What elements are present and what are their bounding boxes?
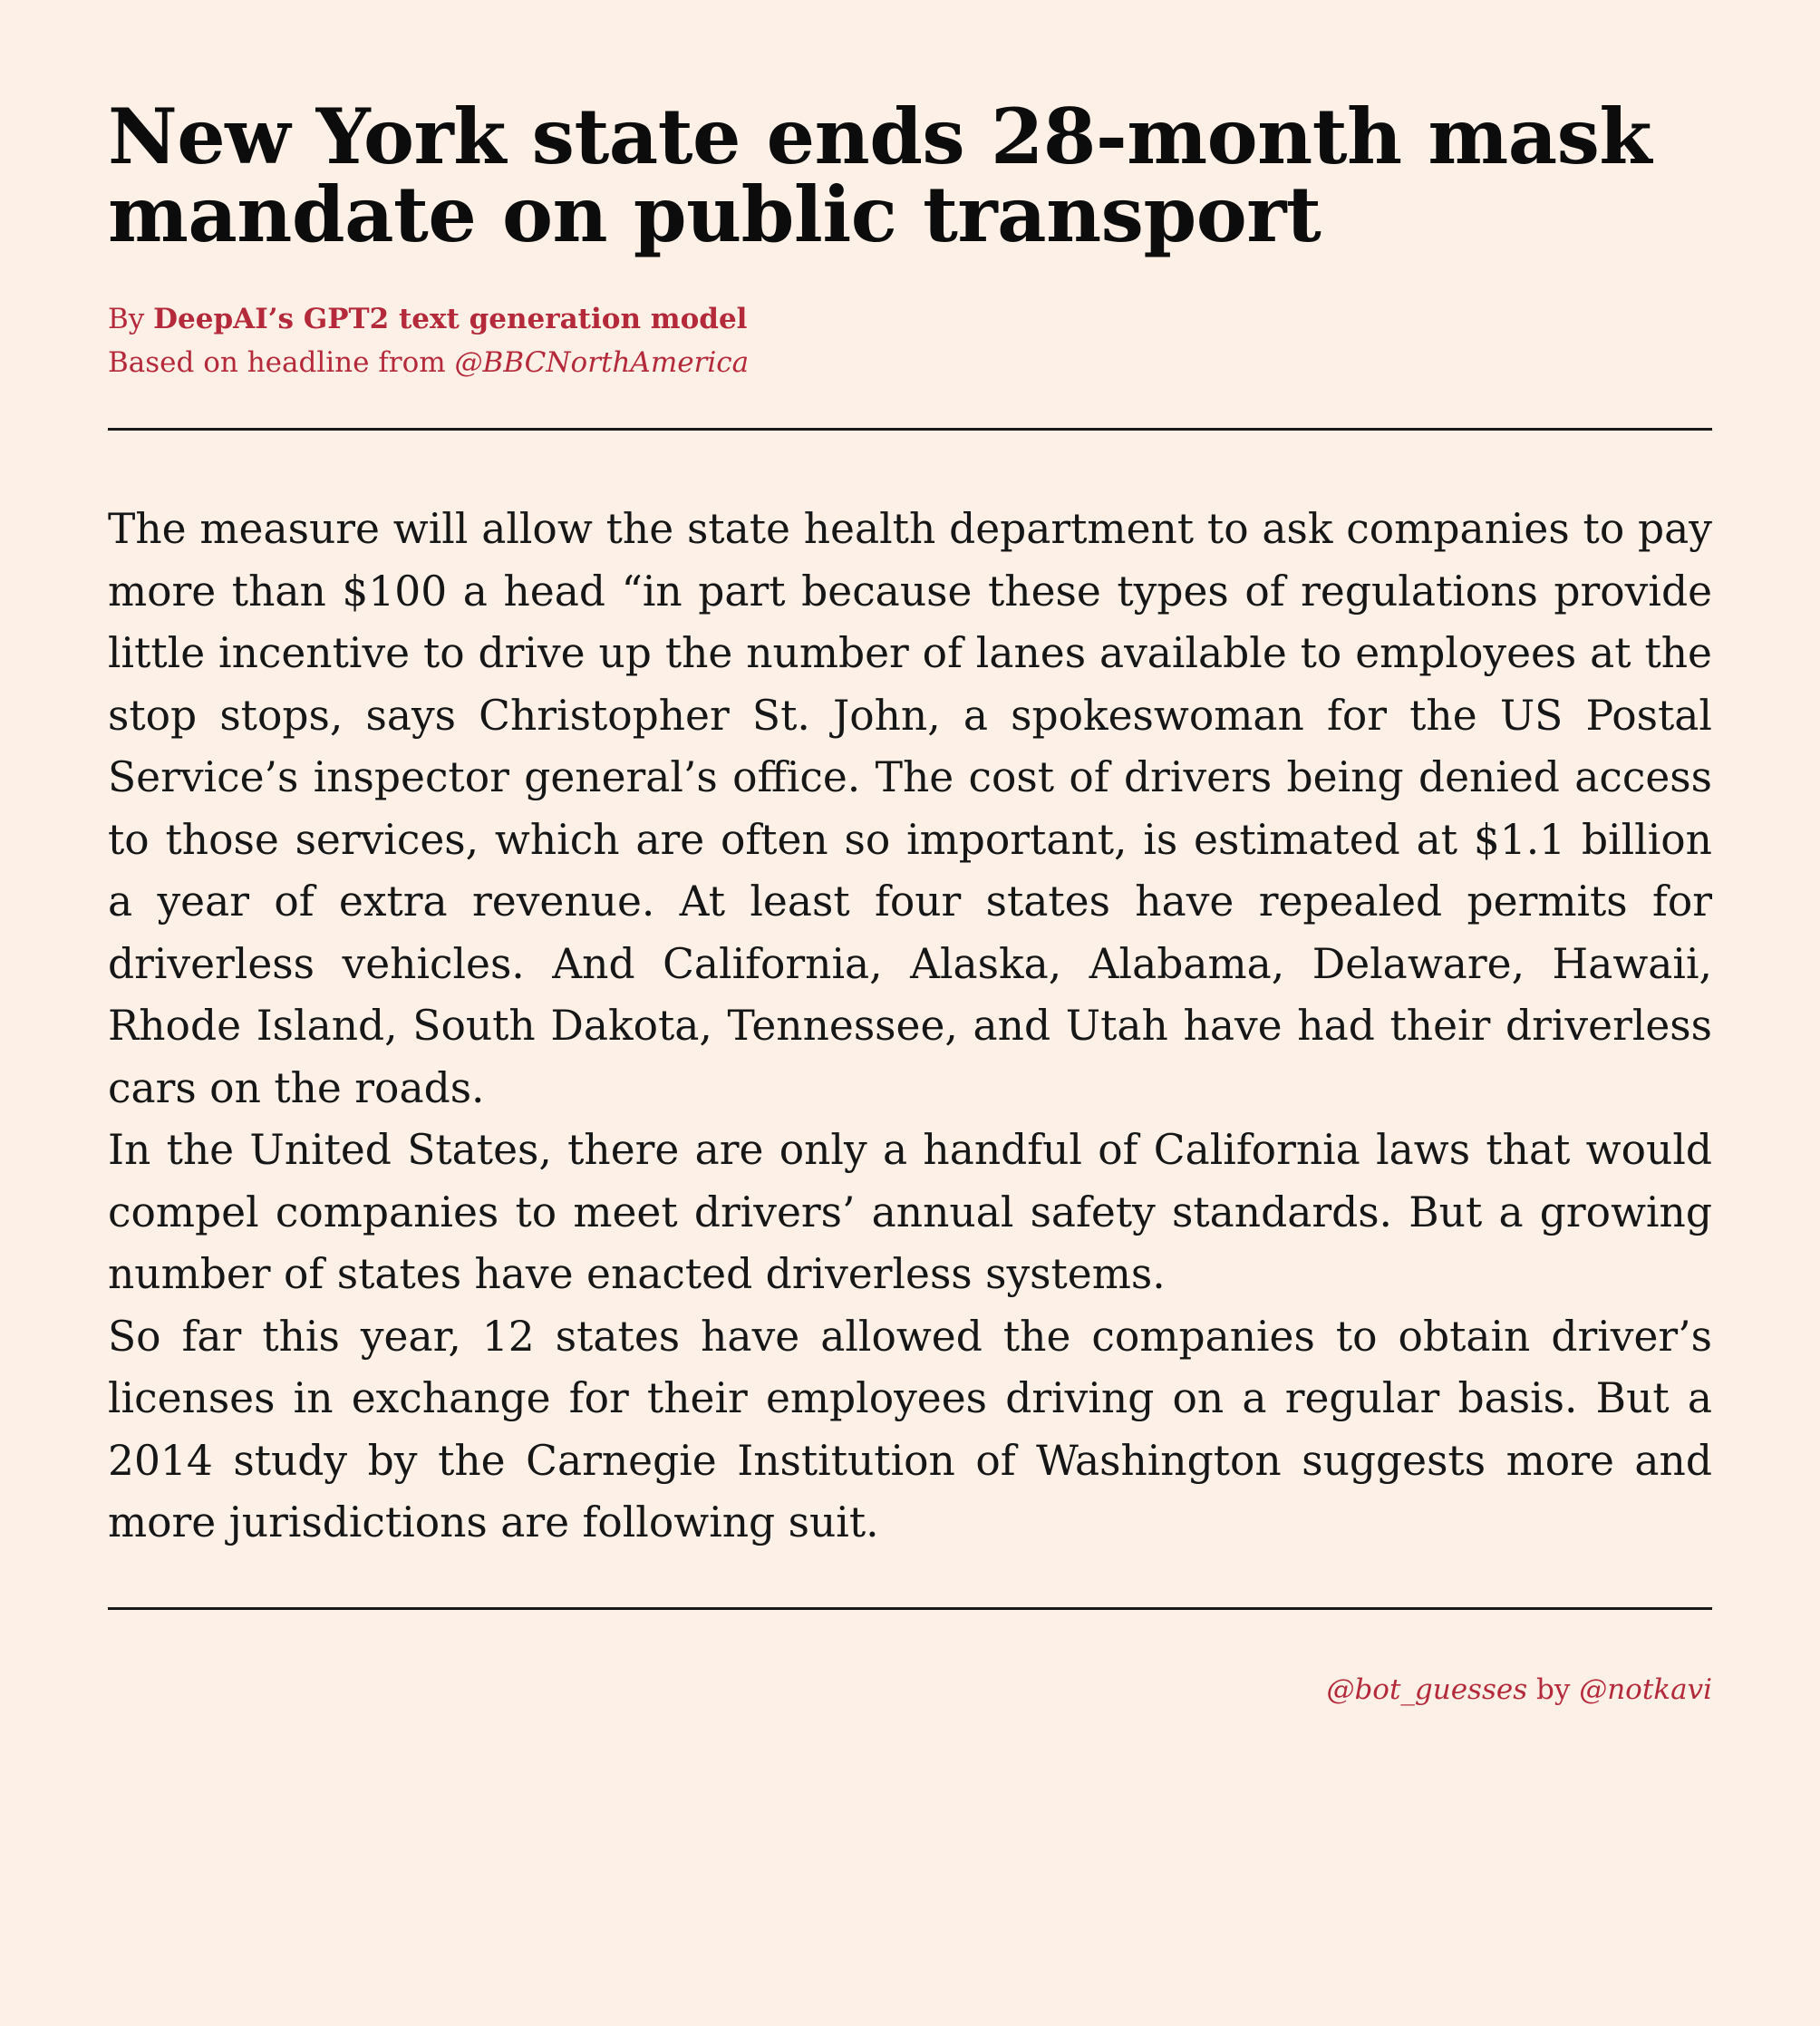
paragraph: The measure will allow the state health …: [108, 505, 1712, 1112]
top-divider: [108, 428, 1712, 431]
byline-prefix: By: [108, 303, 154, 335]
paragraph: So far this year, 12 states have allowed…: [108, 1312, 1712, 1547]
byline-author: DeepAI’s GPT2 text generation model: [153, 303, 748, 335]
footer-by: by: [1527, 1672, 1580, 1706]
creator-handle: @notkavi: [1579, 1672, 1712, 1706]
article-body: The measure will allow the state health …: [108, 499, 1712, 1555]
bot-handle: @bot_guesses: [1326, 1672, 1528, 1706]
source-prefix: Based on headline from: [108, 346, 455, 379]
byline-block: By DeepAI’s GPT2 text generation model B…: [108, 297, 1712, 384]
source-line: Based on headline from @BBCNorthAmerica: [108, 341, 1712, 384]
author-line: By DeepAI’s GPT2 text generation model: [108, 297, 1712, 341]
headline: New York state ends 28-month mask mandat…: [108, 92, 1652, 259]
bottom-divider: [108, 1606, 1712, 1610]
source-handle: @BBCNorthAmerica: [454, 346, 750, 379]
footer-credit: @bot_guesses by @notkavi: [108, 1672, 1712, 1708]
paragraph: In the United States, there are only a h…: [108, 1126, 1712, 1298]
article-card: New York state ends 28-month mask mandat…: [108, 98, 1712, 1708]
